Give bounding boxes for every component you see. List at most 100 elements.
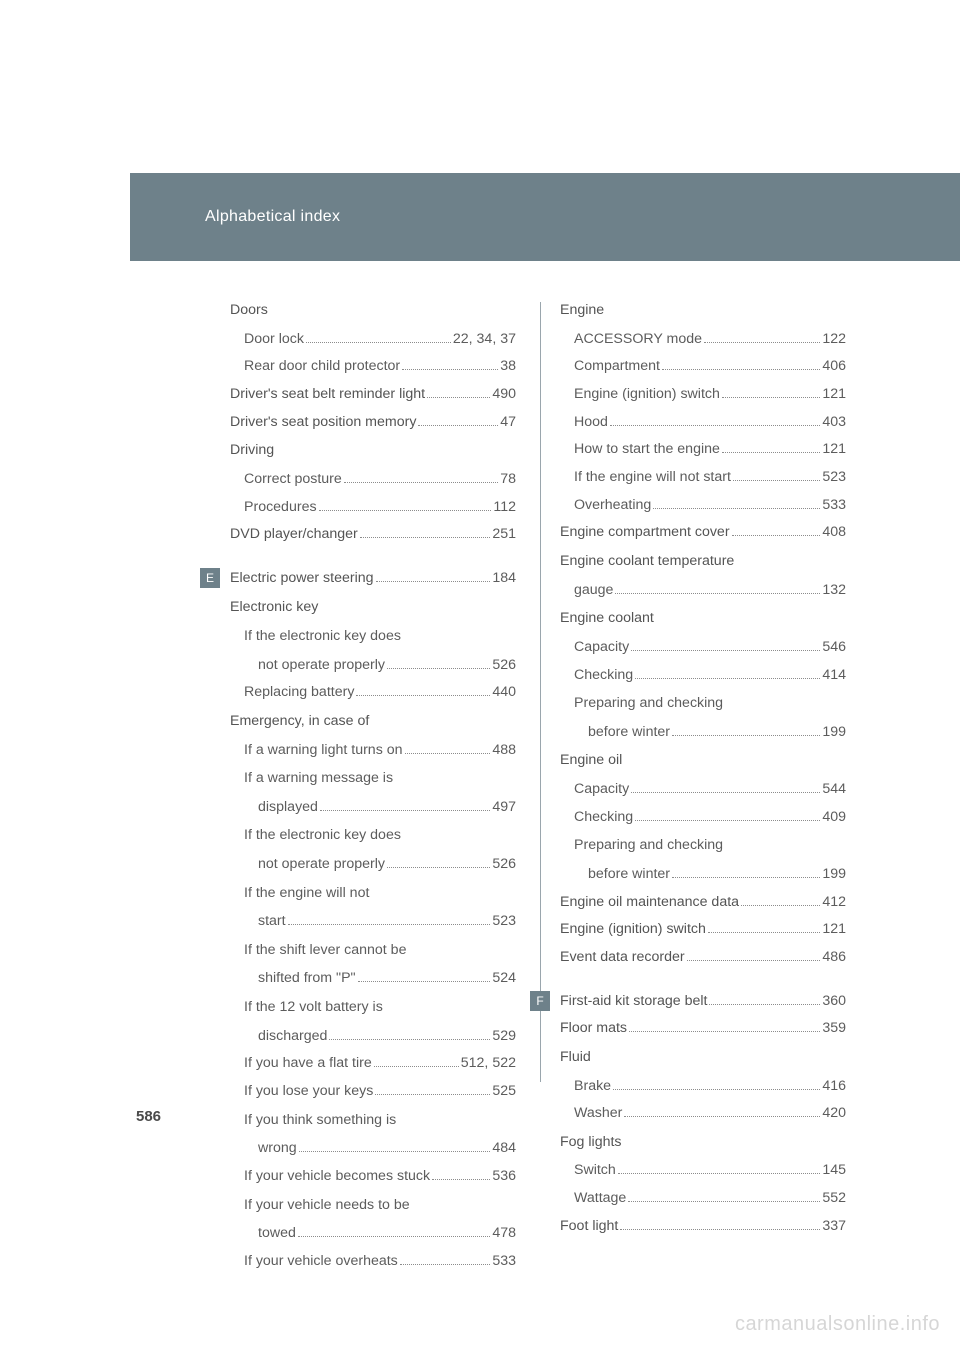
index-entry-label: Switch	[574, 1163, 616, 1177]
index-entry-page: 359	[822, 1021, 846, 1035]
index-line: If a warning message is	[230, 770, 516, 786]
section-gap	[230, 555, 516, 571]
index-entry: DVD player/changer251	[230, 527, 516, 541]
index-entry-label: Electric power steering	[230, 571, 374, 585]
index-entry-page: 132	[822, 583, 846, 597]
index-heading: Fog lights	[560, 1134, 846, 1150]
index-entry-label: Brake	[574, 1079, 611, 1093]
index-line: If your vehicle needs to be	[230, 1197, 516, 1213]
dot-leader	[722, 397, 820, 398]
dot-leader	[387, 668, 490, 669]
index-entry-label: wrong	[258, 1141, 297, 1155]
index-entry-label: Washer	[574, 1106, 622, 1120]
index-entry-page: 490	[492, 387, 516, 401]
index-entry-page: 408	[822, 525, 846, 539]
index-entry-page: 546	[822, 640, 846, 654]
dot-leader	[635, 820, 820, 821]
index-entry-page: 414	[822, 668, 846, 682]
index-entry-label: If your vehicle becomes stuck	[244, 1169, 430, 1183]
dot-leader	[618, 1173, 821, 1174]
index-column-left: DoorsDoor lock22, 34, 37Rear door child …	[230, 302, 516, 1281]
index-line: If the electronic key does	[230, 628, 516, 644]
index-entry-page: 78	[500, 472, 516, 486]
watermark: carmanualsonline.info	[735, 1313, 940, 1336]
index-entry-label: Wattage	[574, 1191, 626, 1205]
section-gap	[560, 978, 846, 994]
index-entry-page: 337	[822, 1219, 846, 1233]
index-entry: Event data recorder 486	[560, 950, 846, 964]
index-entry: Procedures112	[230, 500, 516, 514]
index-entry-page: 486	[822, 950, 846, 964]
dot-leader	[320, 810, 490, 811]
index-entry: Driver's seat belt reminder light 490	[230, 387, 516, 401]
index-line: Preparing and checking	[560, 695, 846, 711]
index-line: If the shift lever cannot be	[230, 942, 516, 958]
index-entry-label: Engine compartment cover	[560, 525, 730, 539]
dot-leader	[615, 593, 820, 594]
dot-leader	[741, 905, 820, 906]
index-entry-label: Correct posture	[244, 472, 342, 486]
index-entry: Wattage 552	[560, 1191, 846, 1205]
index-line: If you think something is	[230, 1112, 516, 1128]
index-content: DoorsDoor lock22, 34, 37Rear door child …	[230, 302, 850, 1281]
dot-leader	[356, 695, 490, 696]
dot-leader	[418, 425, 498, 426]
index-entry-label: Checking	[574, 668, 633, 682]
index-entry-page: 525	[492, 1084, 516, 1098]
index-entry: Compartment406	[560, 359, 846, 373]
index-line: If the 12 volt battery is	[230, 999, 516, 1015]
dot-leader	[733, 480, 820, 481]
dot-leader	[288, 924, 491, 925]
dot-leader	[387, 867, 490, 868]
index-entry-page: 121	[822, 387, 846, 401]
index-entry: Correct posture 78	[230, 472, 516, 486]
index-entry-label: Checking	[574, 810, 633, 824]
index-entry-page: 360	[822, 994, 846, 1008]
index-entry-label: Capacity	[574, 640, 629, 654]
index-entry-label: Engine (ignition) switch	[574, 387, 720, 401]
dot-leader	[631, 792, 820, 793]
dot-leader	[432, 1179, 490, 1180]
index-heading: Engine	[560, 302, 846, 318]
index-heading: Engine oil	[560, 752, 846, 768]
index-entry: Rear door child protector38	[230, 359, 516, 373]
index-entry-page: 121	[822, 442, 846, 456]
index-entry-label: Event data recorder	[560, 950, 685, 964]
index-entry: Switch 145	[560, 1163, 846, 1177]
index-entry: before winter199	[560, 725, 846, 739]
index-entry: If your vehicle becomes stuck536	[230, 1169, 516, 1183]
index-entry: Hood403	[560, 415, 846, 429]
index-entry: Engine (ignition) switch121	[560, 922, 846, 936]
index-entry-page: 552	[822, 1191, 846, 1205]
index-entry-label: gauge	[574, 583, 613, 597]
index-entry-page: 145	[822, 1163, 846, 1177]
dot-leader	[374, 1066, 459, 1067]
index-entry: Replacing battery440	[230, 685, 516, 699]
index-entry-label: If you lose your keys	[244, 1084, 373, 1098]
index-entry-page: 184	[492, 571, 516, 585]
index-heading: Electronic key	[230, 599, 516, 615]
dot-leader	[344, 482, 498, 483]
index-entry-page: 22, 34, 37	[453, 332, 516, 346]
index-entry: before winter199	[560, 867, 846, 881]
index-entry: If your vehicle overheats533	[230, 1254, 516, 1268]
page: Alphabetical index DoorsDoor lock22, 34,…	[0, 0, 960, 1358]
index-entry: ACCESSORY mode122	[560, 332, 846, 346]
index-entry-page: 416	[822, 1079, 846, 1093]
index-heading: Emergency, in case of	[230, 713, 516, 729]
dot-leader	[631, 650, 820, 651]
index-entry: Checking 414	[560, 668, 846, 682]
index-entry-label: Rear door child protector	[244, 359, 400, 373]
dot-leader	[376, 581, 491, 582]
index-entry-label: Driver's seat belt reminder light	[230, 387, 425, 401]
index-entry-label: shifted from "P"	[258, 971, 356, 985]
index-entry-label: discharged	[258, 1029, 327, 1043]
index-entry: If you have a flat tire512, 522	[230, 1056, 516, 1070]
index-entry: Capacity 546	[560, 640, 846, 654]
dot-leader	[620, 1229, 820, 1230]
dot-leader	[319, 510, 492, 511]
dot-leader	[375, 1094, 490, 1095]
index-entry-label: Engine oil maintenance data	[560, 895, 739, 909]
index-entry: Washer420	[560, 1106, 846, 1120]
dot-leader	[610, 425, 820, 426]
